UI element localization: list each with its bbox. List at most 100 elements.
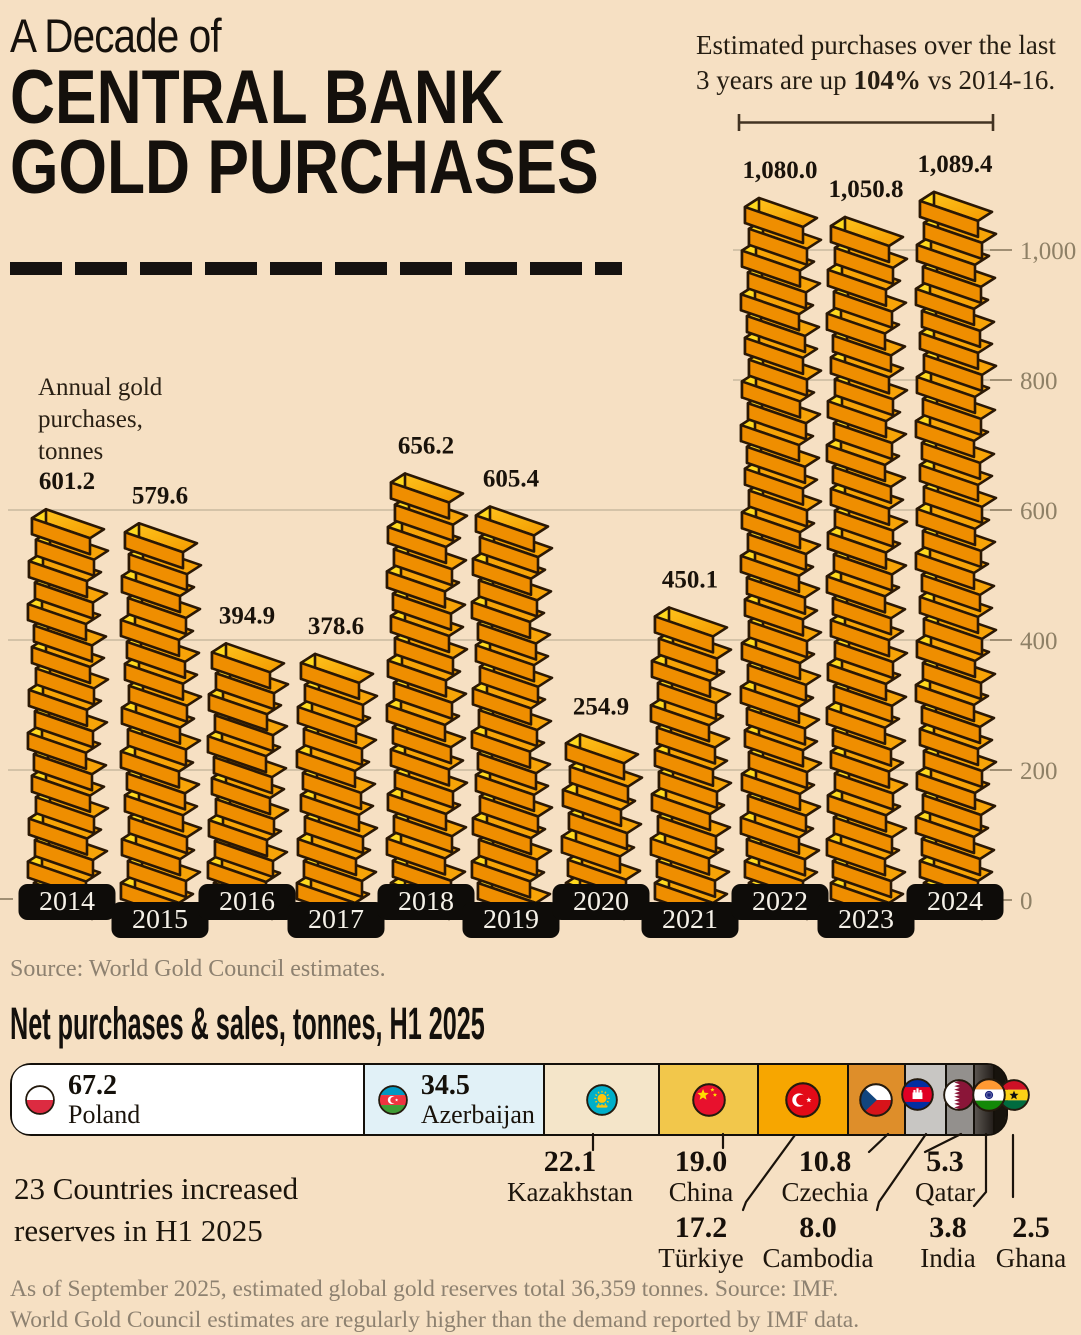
country-value: 17.2 — [674, 1211, 728, 1244]
year-pill-2014: 2014 — [18, 884, 116, 920]
svg-text:2019: 2019 — [483, 904, 539, 934]
country-segment-kazakhstan — [542, 1065, 659, 1134]
country-segment-czechia — [847, 1065, 904, 1134]
country-label-qatar: 5.3 Qatar — [915, 1146, 975, 1206]
bar-value-label-2015: 579.6 — [132, 482, 188, 509]
gold-bar-stack-2022 — [739, 196, 823, 921]
bar-value-label-2020: 254.9 — [573, 693, 629, 720]
gold-bar-stack-2017 — [295, 652, 379, 921]
svg-text:2018: 2018 — [398, 886, 454, 916]
section-title: Net purchases & sales, tonnes, H1 2025 — [10, 998, 485, 1049]
svg-text:2023: 2023 — [838, 904, 894, 934]
bar-value-label-2019: 605.4 — [483, 465, 540, 492]
year-pill-2019: 2019 — [462, 902, 560, 938]
country-value: 5.3 — [926, 1145, 964, 1178]
country-name: Qatar — [915, 1176, 975, 1207]
country-name: Ghana — [995, 1242, 1067, 1273]
country-label-ghana: 2.5 Ghana — [996, 1212, 1066, 1272]
country-label-turkiye: 17.2 Türkiye — [658, 1212, 743, 1272]
svg-text:2017: 2017 — [308, 904, 364, 934]
svg-text:2021: 2021 — [662, 904, 718, 934]
qatar-flag-icon — [942, 1078, 975, 1111]
svg-text:2014: 2014 — [39, 886, 96, 916]
country-value: 2.5 — [1012, 1211, 1050, 1244]
gold-bar-stack-2024 — [914, 190, 998, 921]
india-flag-icon — [971, 1077, 1006, 1112]
country-name: China — [668, 1176, 734, 1207]
segment-value: 34.5 — [420, 1070, 470, 1102]
year-pill-2020: 2020 — [552, 884, 650, 920]
y-tick-label-0: 0 — [1020, 888, 1033, 915]
gold-bar-stack-2016 — [206, 642, 290, 921]
page-title: A Decade of CENTRAL BANK GOLD PURCHASES — [10, 8, 728, 210]
y-tick-label-800: 800 — [1020, 368, 1058, 395]
czechia-flag-icon — [859, 1082, 894, 1117]
country-name: Kazakhstan — [507, 1176, 633, 1207]
country-bar-segments: 67.2 Poland 34.5 Azerbaijan — [12, 1065, 1006, 1134]
year-pill-2023: 2023 — [817, 902, 915, 938]
countries-increased-note: 23 Countries increased reserves in H1 20… — [14, 1171, 299, 1248]
year-pill-2016: 2016 — [198, 884, 296, 920]
year-pill-2021: 2021 — [641, 902, 739, 938]
country-name: Türkiye — [658, 1242, 744, 1273]
year-pill-2015: 2015 — [111, 902, 209, 938]
country-value: 22.1 — [543, 1145, 597, 1178]
country-label-cambodia: 8.0 Cambodia — [763, 1212, 874, 1272]
gold-bar-stack-2014 — [26, 507, 110, 921]
gold-bar-stack-2021 — [649, 606, 733, 921]
bar-value-label-2021: 450.1 — [662, 566, 718, 593]
turkiye-flag-icon — [785, 1081, 822, 1118]
year-pill-2024: 2024 — [906, 884, 1004, 920]
bar-value-label-2023: 1,050.8 — [829, 176, 904, 203]
azerbaijan-flag-icon — [377, 1084, 408, 1115]
bar-value-label-2014: 601.2 — [39, 468, 95, 495]
country-name: Cambodia — [762, 1242, 874, 1273]
country-label-kazakhstan: 22.1 Kazakhstan — [507, 1146, 633, 1206]
title-line-1: CENTRAL BANK — [10, 55, 504, 140]
year-pill-2018: 2018 — [377, 884, 475, 920]
country-label-india: 3.8 India — [920, 1212, 975, 1272]
svg-text:2015: 2015 — [132, 904, 188, 934]
gold-purchases-chart: 0 200 400 600 800 1,000 601.2 579.6 394.9 378.6 65… — [0, 114, 1076, 938]
bracket-2022-2024 — [737, 114, 995, 131]
country-segment-azerbaijan: 34.5 Azerbaijan — [362, 1065, 543, 1134]
segment-name: Poland — [68, 1099, 141, 1129]
country-value: 8.0 — [799, 1211, 837, 1244]
country-name: Czechia — [781, 1176, 869, 1207]
segment-name: Azerbaijan — [420, 1099, 535, 1129]
cambodia-flag-icon — [901, 1078, 934, 1111]
kazakhstan-flag-icon — [585, 1083, 618, 1116]
leader-line-czechia — [867, 1132, 890, 1154]
source-note: Source: World Gold Council estimates. — [10, 956, 386, 982]
country-value: 19.0 — [674, 1145, 728, 1178]
leader-line-india — [972, 1132, 988, 1208]
bar-value-label-2016: 394.9 — [219, 602, 275, 629]
gold-bar-stack-2015 — [119, 521, 203, 921]
y-tick-label-200: 200 — [1020, 758, 1058, 785]
bar-value-label-2017: 378.6 — [308, 613, 364, 640]
gold-bar-stack-2020 — [560, 733, 644, 921]
year-pill-2022: 2022 — [731, 884, 829, 920]
title-kicker: A Decade of — [10, 9, 222, 62]
footer-note: As of September 2025, estimated global g… — [10, 1276, 860, 1333]
country-value: 3.8 — [929, 1211, 967, 1244]
y-tick-label-1000: 1,000 — [1020, 238, 1076, 265]
bar-value-label-2018: 656.2 — [398, 432, 454, 459]
country-value: 10.8 — [798, 1145, 852, 1178]
segment-value: 67.2 — [68, 1070, 117, 1102]
china-flag-icon — [692, 1082, 726, 1117]
svg-text:2022: 2022 — [752, 886, 808, 916]
annotation-104-percent: Estimated purchases over the last 3 year… — [696, 30, 1056, 96]
y-axis-title: Annual gold purchases, tonnes — [38, 374, 163, 465]
country-stacked-bar: 67.2 Poland 34.5 Azerbaijan — [10, 1063, 1030, 1136]
svg-text:2020: 2020 — [573, 886, 629, 916]
svg-text:2016: 2016 — [219, 886, 275, 916]
country-label-czechia: 10.8 Czechia — [782, 1146, 869, 1206]
country-label-china: 19.0 China — [669, 1146, 734, 1206]
y-tick-label-400: 400 — [1020, 628, 1058, 655]
svg-text:2024: 2024 — [927, 886, 984, 916]
title-line-2: GOLD PURCHASES — [10, 124, 599, 210]
y-tick-label-600: 600 — [1020, 498, 1058, 525]
country-name: India — [920, 1242, 976, 1273]
country-segment-poland: 67.2 Poland — [12, 1065, 363, 1134]
